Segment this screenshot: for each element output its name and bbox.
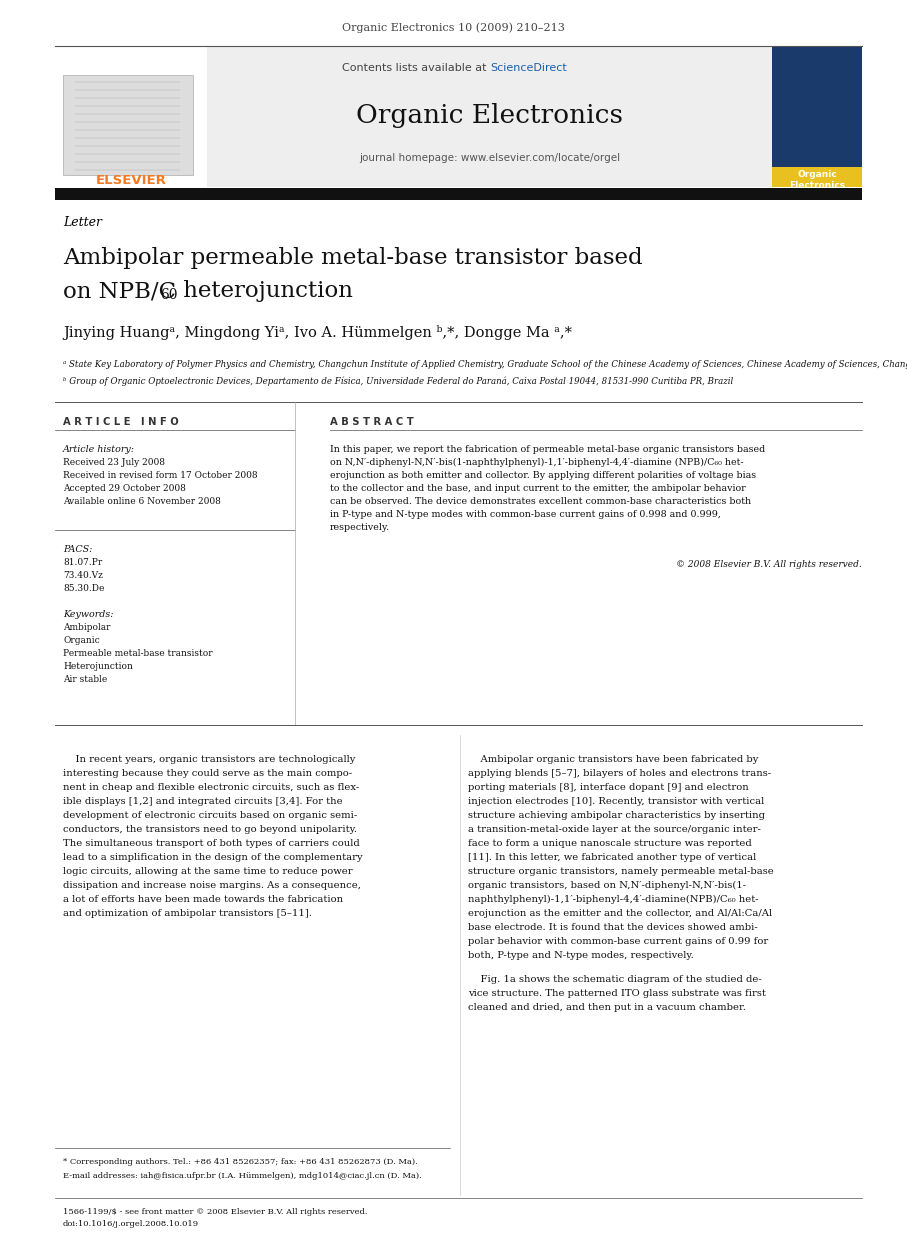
- Text: Permeable metal-base transistor: Permeable metal-base transistor: [63, 649, 212, 659]
- Text: lead to a simplification in the design of the complementary: lead to a simplification in the design o…: [63, 853, 363, 862]
- Bar: [772, 46, 862, 187]
- Text: The simultaneous transport of both types of carriers could: The simultaneous transport of both types…: [63, 839, 360, 848]
- Text: Letter: Letter: [63, 215, 102, 229]
- Text: logic circuits, allowing at the same time to reduce power: logic circuits, allowing at the same tim…: [63, 867, 353, 877]
- Text: injection electrodes [10]. Recently, transistor with vertical: injection electrodes [10]. Recently, tra…: [468, 797, 765, 806]
- Text: heterojunction: heterojunction: [176, 280, 353, 302]
- Text: cleaned and dried, and then put in a vacuum chamber.: cleaned and dried, and then put in a vac…: [468, 1003, 746, 1011]
- Text: Available online 6 November 2008: Available online 6 November 2008: [63, 496, 221, 506]
- Text: face to form a unique nanoscale structure was reported: face to form a unique nanoscale structur…: [468, 839, 752, 848]
- Text: vice structure. The patterned ITO glass substrate was first: vice structure. The patterned ITO glass …: [468, 989, 766, 998]
- Text: 85.30.De: 85.30.De: [63, 584, 104, 593]
- Text: base electrode. It is found that the devices showed ambi-: base electrode. It is found that the dev…: [468, 924, 757, 932]
- Text: ScienceDirect: ScienceDirect: [490, 63, 567, 73]
- Text: a transition-metal-oxide layer at the source/organic inter-: a transition-metal-oxide layer at the so…: [468, 825, 761, 834]
- Text: porting materials [8], interface dopant [9] and electron: porting materials [8], interface dopant …: [468, 782, 749, 792]
- Bar: [55, 188, 862, 201]
- Text: development of electronic circuits based on organic semi-: development of electronic circuits based…: [63, 811, 357, 820]
- Text: Organic
Electronics: Organic Electronics: [789, 170, 845, 191]
- Text: A R T I C L E   I N F O: A R T I C L E I N F O: [63, 417, 179, 427]
- Text: A B S T R A C T: A B S T R A C T: [330, 417, 414, 427]
- Text: a lot of efforts have been made towards the fabrication: a lot of efforts have been made towards …: [63, 895, 343, 904]
- Text: structure achieving ambipolar characteristics by inserting: structure achieving ambipolar characteri…: [468, 811, 765, 820]
- Text: on N,N′-diphenyl-N,N′-bis(1-naphthylphenyl)-1,1′-biphenyl-4,4′-diamine (NPB)/C₆₀: on N,N′-diphenyl-N,N′-bis(1-naphthylphen…: [330, 458, 744, 467]
- Text: applying blends [5–7], bilayers of holes and electrons trans-: applying blends [5–7], bilayers of holes…: [468, 769, 771, 777]
- Text: Organic Electronics: Organic Electronics: [356, 103, 623, 128]
- Text: Received 23 July 2008: Received 23 July 2008: [63, 458, 165, 467]
- Text: interesting because they could serve as the main compo-: interesting because they could serve as …: [63, 769, 352, 777]
- Text: structure organic transistors, namely permeable metal-base: structure organic transistors, namely pe…: [468, 867, 774, 877]
- Text: Organic: Organic: [63, 636, 100, 645]
- Bar: [63, 76, 193, 175]
- Text: on NPB/C: on NPB/C: [63, 281, 176, 303]
- Text: ᵃ State Key Laboratory of Polymer Physics and Chemistry, Changchun Institute of : ᵃ State Key Laboratory of Polymer Physic…: [63, 360, 907, 369]
- Text: ible displays [1,2] and integrated circuits [3,4]. For the: ible displays [1,2] and integrated circu…: [63, 797, 343, 806]
- Text: organic transistors, based on N,N′-diphenyl-N,N′-bis(1-: organic transistors, based on N,N′-diphe…: [468, 881, 746, 890]
- Text: In recent years, organic transistors are technologically: In recent years, organic transistors are…: [63, 755, 356, 764]
- Text: erojunction as the emitter and the collector, and Al/Al:Ca/Al: erojunction as the emitter and the colle…: [468, 909, 772, 919]
- Text: © 2008 Elsevier B.V. All rights reserved.: © 2008 Elsevier B.V. All rights reserved…: [677, 560, 862, 569]
- Text: to the collector and the base, and input current to the emitter, the ambipolar b: to the collector and the base, and input…: [330, 484, 746, 493]
- Text: 1566-1199/$ - see front matter © 2008 Elsevier B.V. All rights reserved.: 1566-1199/$ - see front matter © 2008 El…: [63, 1208, 367, 1216]
- Text: [11]. In this letter, we fabricated another type of vertical: [11]. In this letter, we fabricated anot…: [468, 853, 756, 862]
- Text: Organic Electronics 10 (2009) 210–213: Organic Electronics 10 (2009) 210–213: [342, 22, 565, 33]
- Text: conductors, the transistors need to go beyond unipolarity.: conductors, the transistors need to go b…: [63, 825, 357, 834]
- Text: * Corresponding authors. Tel.: +86 431 85262357; fax: +86 431 85262873 (D. Ma).: * Corresponding authors. Tel.: +86 431 8…: [63, 1158, 418, 1166]
- Text: Accepted 29 October 2008: Accepted 29 October 2008: [63, 484, 186, 493]
- Text: 73.40.Vz: 73.40.Vz: [63, 571, 102, 579]
- Text: 60: 60: [160, 288, 178, 302]
- Bar: [772, 167, 862, 187]
- Text: Ambipolar organic transistors have been fabricated by: Ambipolar organic transistors have been …: [468, 755, 758, 764]
- Text: Contents lists available at: Contents lists available at: [342, 63, 490, 73]
- Text: Ambipolar permeable metal-base transistor based: Ambipolar permeable metal-base transisto…: [63, 248, 643, 269]
- Text: erojunction as both emitter and collector. By applying different polarities of v: erojunction as both emitter and collecto…: [330, 470, 756, 480]
- Text: In this paper, we report the fabrication of permeable metal-base organic transis: In this paper, we report the fabrication…: [330, 444, 766, 454]
- Text: polar behavior with common-base current gains of 0.99 for: polar behavior with common-base current …: [468, 937, 768, 946]
- Text: Keywords:: Keywords:: [63, 610, 113, 619]
- Text: Received in revised form 17 October 2008: Received in revised form 17 October 2008: [63, 470, 258, 480]
- Bar: [55, 46, 207, 187]
- Text: respectively.: respectively.: [330, 522, 390, 532]
- Text: both, P-type and N-type modes, respectively.: both, P-type and N-type modes, respectiv…: [468, 951, 694, 959]
- Text: nent in cheap and flexible electronic circuits, such as flex-: nent in cheap and flexible electronic ci…: [63, 782, 359, 792]
- Text: journal homepage: www.elsevier.com/locate/orgel: journal homepage: www.elsevier.com/locat…: [359, 154, 620, 163]
- Text: Ambipolar: Ambipolar: [63, 623, 111, 633]
- Text: ELSEVIER: ELSEVIER: [95, 173, 167, 187]
- Text: Article history:: Article history:: [63, 444, 135, 454]
- Text: E-mail addresses: iah@fisica.ufpr.br (I.A. Hümmelgen), mdg1014@ciac.jl.cn (D. Ma: E-mail addresses: iah@fisica.ufpr.br (I.…: [63, 1172, 422, 1180]
- Text: ᵇ Group of Organic Optoelectronic Devices, Departamento de Física, Universidade : ᵇ Group of Organic Optoelectronic Device…: [63, 376, 733, 385]
- Text: naphthylphenyl)-1,1′-biphenyl-4,4′-diamine(NPB)/C₆₀ het-: naphthylphenyl)-1,1′-biphenyl-4,4′-diami…: [468, 895, 758, 904]
- Text: can be observed. The device demonstrates excellent common-base characteristics b: can be observed. The device demonstrates…: [330, 496, 751, 506]
- Text: Air stable: Air stable: [63, 675, 107, 685]
- Text: Fig. 1a shows the schematic diagram of the studied de-: Fig. 1a shows the schematic diagram of t…: [468, 976, 762, 984]
- Text: Jinying Huangᵃ, Mingdong Yiᵃ, Ivo A. Hümmelgen ᵇ,*, Dongge Ma ᵃ,*: Jinying Huangᵃ, Mingdong Yiᵃ, Ivo A. Hüm…: [63, 324, 572, 339]
- Bar: [55, 46, 862, 187]
- Text: 81.07.Pr: 81.07.Pr: [63, 558, 102, 567]
- Text: dissipation and increase noise margins. As a consequence,: dissipation and increase noise margins. …: [63, 881, 361, 890]
- Text: in P-type and N-type modes with common-base current gains of 0.998 and 0.999,: in P-type and N-type modes with common-b…: [330, 510, 721, 519]
- Text: and optimization of ambipolar transistors [5–11].: and optimization of ambipolar transistor…: [63, 909, 312, 919]
- Text: Heterojunction: Heterojunction: [63, 662, 132, 671]
- Text: doi:10.1016/j.orgel.2008.10.019: doi:10.1016/j.orgel.2008.10.019: [63, 1219, 200, 1228]
- Text: PACS:: PACS:: [63, 545, 93, 553]
